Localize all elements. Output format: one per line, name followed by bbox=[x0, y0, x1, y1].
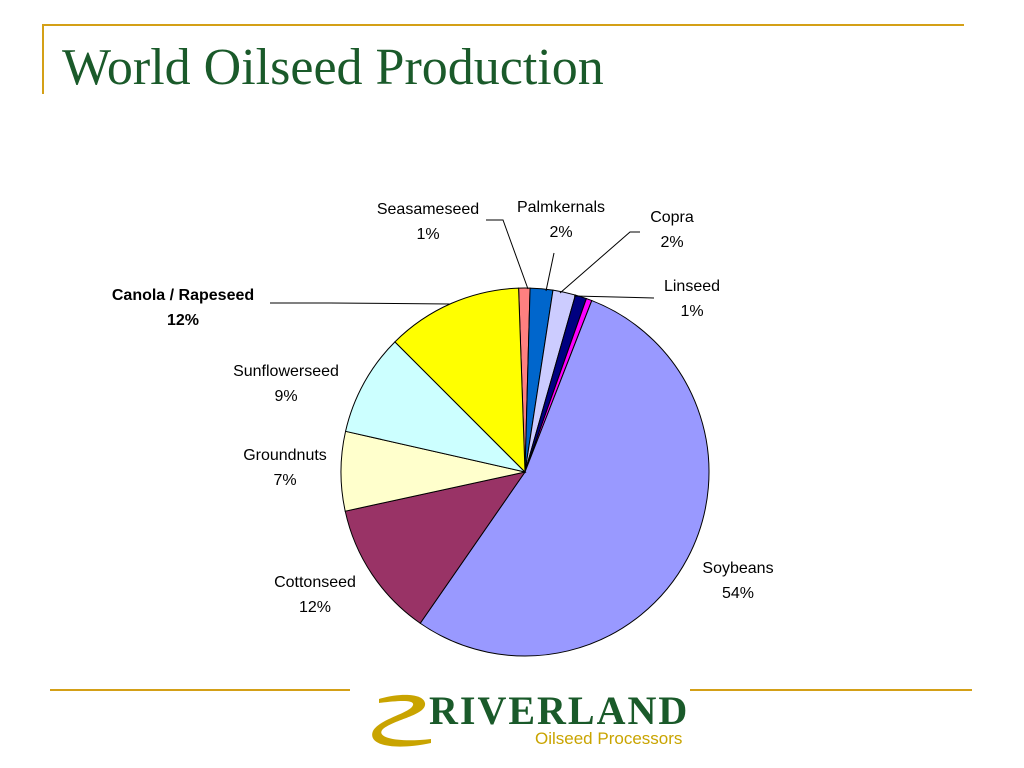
slice-percent-cottonseed: 12% bbox=[299, 599, 331, 616]
footer-rule-left bbox=[50, 689, 350, 691]
slice-percent-groundnuts: 7% bbox=[273, 472, 296, 489]
pie-labels: Seasameseed 1% Palmkernals 2% Copra 2% Linseed… bbox=[112, 199, 774, 616]
leader-line-canola-rapeseed bbox=[270, 302, 451, 305]
pie-chart: Seasameseed 1% Palmkernals 2% Copra 2% Linseed… bbox=[112, 199, 774, 657]
leader-line-palmkernals bbox=[545, 252, 555, 292]
footer-rule-right bbox=[690, 689, 972, 691]
frame-left-rule bbox=[42, 24, 44, 94]
slice-label-palmkernals: Palmkernals bbox=[517, 199, 605, 216]
slice-label-soybeans: Soybeans bbox=[702, 560, 773, 577]
leader-line-copra bbox=[559, 231, 640, 294]
slice-percent-sunflowerseed: 9% bbox=[274, 388, 297, 405]
slice-label-groundnuts: Groundnuts bbox=[243, 447, 327, 464]
slice-percent-linseed: 1% bbox=[680, 303, 703, 320]
slice-label-canola-rapeseed: Canola / Rapeseed bbox=[112, 287, 254, 304]
slice-percent-canola-rapeseed: 12% bbox=[167, 312, 199, 329]
slice-label-sunflowerseed: Sunflowerseed bbox=[233, 363, 339, 380]
leader-line-seasameseed bbox=[486, 219, 529, 290]
slice-label-seasameseed: Seasameseed bbox=[377, 201, 479, 218]
pie-slice-sunflowerseed bbox=[344, 341, 527, 473]
pie-slice-cottonseed bbox=[344, 471, 527, 624]
river-swoosh-icon bbox=[372, 694, 431, 747]
frame-top-rule bbox=[42, 24, 964, 26]
pie-slice-canola-rapeseed bbox=[394, 287, 526, 474]
pie-slices bbox=[340, 287, 710, 657]
slide-title: World Oilseed Production bbox=[62, 39, 604, 96]
slice-label-linseed: Linseed bbox=[664, 278, 720, 295]
leader-line-linseed bbox=[573, 295, 655, 299]
logo-wordmark: RIVERLAND bbox=[429, 688, 690, 733]
slice-percent-palmkernals: 2% bbox=[549, 224, 572, 241]
riverland-logo: RIVERLAND Oilseed Processors bbox=[365, 685, 687, 755]
logo-tagline: Oilseed Processors bbox=[535, 729, 683, 748]
slice-label-copra: Copra bbox=[650, 209, 694, 226]
pie-slice-soybeans bbox=[419, 299, 710, 657]
slice-label-cottonseed: Cottonseed bbox=[274, 574, 356, 591]
slice-percent-copra: 2% bbox=[660, 234, 683, 251]
slice-percent-seasameseed: 1% bbox=[416, 226, 439, 243]
slice-percent-soybeans: 54% bbox=[722, 585, 754, 602]
